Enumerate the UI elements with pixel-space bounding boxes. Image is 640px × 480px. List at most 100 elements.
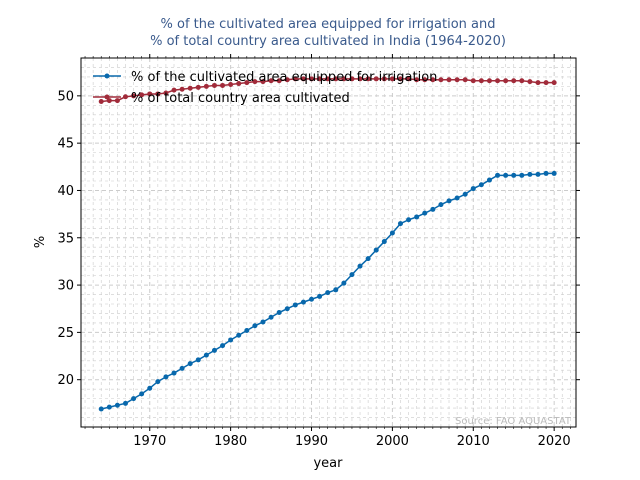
data-point-irrigation (292, 302, 298, 308)
data-point-cultivated (325, 76, 331, 82)
chart-title-line-1: % of the cultivated area equipped for ir… (161, 17, 496, 32)
data-point-cultivated (397, 76, 403, 82)
data-point-cultivated (535, 80, 541, 86)
chart-title-line-2: % of total country area cultivated in In… (150, 34, 506, 49)
data-point-irrigation (244, 327, 250, 333)
data-point-cultivated (543, 80, 549, 86)
data-point-irrigation (276, 310, 282, 316)
data-point-irrigation (131, 396, 137, 402)
data-point-cultivated (495, 78, 501, 84)
data-point-irrigation (406, 217, 412, 223)
data-point-cultivated (519, 78, 525, 84)
data-point-cultivated (187, 85, 193, 91)
data-point-irrigation (252, 323, 258, 329)
y-tick-label: 45 (57, 137, 74, 152)
data-point-irrigation (228, 337, 234, 343)
data-point-cultivated (211, 82, 217, 88)
data-point-cultivated (462, 77, 468, 83)
data-point-cultivated (349, 76, 355, 82)
data-point-irrigation (551, 170, 557, 176)
data-point-cultivated (244, 80, 250, 86)
data-point-cultivated (422, 77, 428, 83)
data-point-irrigation (503, 172, 509, 178)
data-point-irrigation (260, 319, 266, 325)
y-tick-label: 35 (57, 231, 74, 246)
data-point-irrigation (341, 280, 347, 286)
data-point-cultivated (365, 76, 371, 82)
data-point-cultivated (236, 81, 242, 87)
data-point-irrigation (397, 221, 403, 227)
data-point-cultivated (131, 93, 137, 99)
data-point-irrigation (171, 370, 177, 376)
y-tick-label: 20 (57, 373, 74, 388)
data-point-cultivated (373, 76, 379, 82)
y-tick-label: 40 (57, 184, 74, 199)
data-point-irrigation (470, 186, 476, 192)
data-point-irrigation (381, 239, 387, 245)
data-point-cultivated (98, 99, 104, 105)
data-point-cultivated (260, 79, 266, 85)
data-point-cultivated (430, 77, 436, 83)
data-point-irrigation (462, 191, 468, 197)
legend: % of the cultivated area equipped for ir… (93, 70, 437, 106)
data-point-cultivated (438, 77, 444, 83)
data-point-irrigation (106, 404, 112, 410)
data-point-irrigation (147, 385, 153, 391)
data-point-irrigation (309, 296, 315, 302)
x-tick-label: 1980 (214, 434, 247, 449)
data-point-cultivated (179, 86, 185, 92)
legend-label-cultivated: % of total country area cultivated (131, 91, 350, 106)
data-point-cultivated (389, 76, 395, 82)
data-point-irrigation (195, 357, 201, 363)
x-tick-label: 2000 (376, 434, 409, 449)
x-tick-label: 1990 (295, 434, 328, 449)
data-point-irrigation (325, 290, 331, 296)
data-point-cultivated (114, 98, 120, 104)
plot-frame (80, 57, 577, 428)
data-point-irrigation (163, 374, 169, 380)
data-point-cultivated (446, 77, 452, 83)
data-point-irrigation (236, 332, 242, 338)
data-point-irrigation (114, 402, 120, 408)
x-tick-label: 2010 (457, 434, 490, 449)
data-point-cultivated (357, 76, 363, 82)
data-point-cultivated (333, 76, 339, 82)
data-point-irrigation (187, 361, 193, 367)
data-point-irrigation (519, 172, 525, 178)
data-point-cultivated (252, 79, 258, 85)
data-point-irrigation (365, 256, 371, 262)
data-point-irrigation (543, 170, 549, 176)
data-point-cultivated (503, 78, 509, 84)
data-point-cultivated (414, 77, 420, 83)
data-point-irrigation (122, 400, 128, 406)
x-tick-label: 1970 (133, 434, 166, 449)
data-point-irrigation (389, 230, 395, 236)
data-point-irrigation (333, 287, 339, 293)
data-point-irrigation (155, 379, 161, 385)
data-point-irrigation (357, 263, 363, 269)
data-point-irrigation (438, 202, 444, 208)
data-point-cultivated (155, 91, 161, 97)
data-point-cultivated (284, 77, 290, 83)
legend-marker-cultivated (104, 94, 110, 100)
y-tick-label: 30 (57, 279, 74, 294)
y-axis-label: % (33, 236, 48, 248)
data-point-cultivated (122, 94, 128, 100)
data-point-irrigation (139, 391, 145, 397)
data-point-cultivated (203, 83, 209, 89)
data-point-cultivated (300, 76, 306, 82)
x-tick-label: 2020 (538, 434, 571, 449)
data-point-cultivated (195, 84, 201, 90)
data-point-irrigation (317, 293, 323, 299)
data-point-irrigation (478, 182, 484, 188)
data-point-cultivated (276, 78, 282, 84)
data-point-cultivated (292, 76, 298, 82)
data-point-irrigation (98, 406, 104, 412)
data-point-cultivated (220, 82, 226, 88)
data-point-cultivated (454, 77, 460, 83)
data-point-irrigation (535, 171, 541, 177)
data-point-cultivated (106, 98, 112, 104)
data-point-cultivated (511, 78, 517, 84)
